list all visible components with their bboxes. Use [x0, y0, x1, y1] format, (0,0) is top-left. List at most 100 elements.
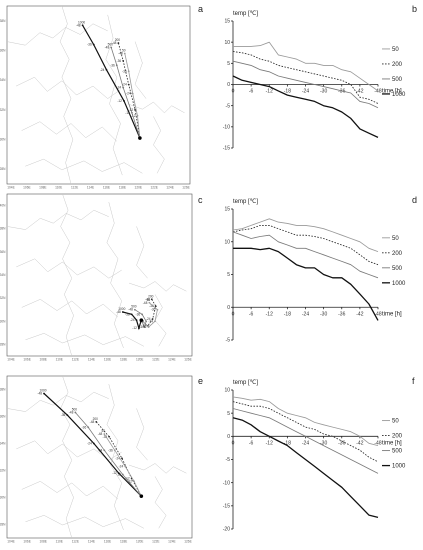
trajectory-hour-label: -48 [145, 297, 150, 301]
x-tick-label: 0 [232, 89, 235, 95]
legend-label-500: 500 [392, 449, 403, 455]
x-tick-label: -24 [302, 440, 309, 446]
lon-tick-label: 110E [56, 540, 63, 544]
trajectory-marker [121, 457, 123, 460]
province-border [6, 391, 109, 412]
y-axis-label: temp [℃] [233, 11, 258, 17]
legend-label-50: 50 [392, 47, 399, 53]
panel-letter-b: b [412, 4, 417, 14]
y-tick-label: 5 [227, 61, 230, 67]
trajectory-hour-label: -48 [112, 41, 117, 45]
trajectory-hour-label: -24 [87, 442, 92, 446]
legend-label-1000: 1000 [392, 281, 406, 287]
lon-tick-label: 104E [7, 186, 14, 190]
trajectory-marker [105, 68, 108, 71]
series-line-1000 [233, 247, 379, 321]
trajectory-hour-label: -12 [112, 471, 117, 475]
trajectory-marker [134, 108, 137, 111]
trajectory-marker [127, 83, 130, 86]
x-tick-label: -36 [338, 440, 345, 446]
trajectory-hour-label: -24 [119, 464, 124, 468]
province-border [25, 158, 143, 174]
trajectory-marker [103, 433, 106, 435]
panel-letter-d: d [412, 195, 417, 205]
lon-tick-label: 116E [103, 186, 110, 190]
map-panel-c: 40N 38N 36N 34N 32N 30N 28N 104E 106E 108E 110E 112… [0, 193, 193, 362]
series-line-50 [232, 396, 379, 447]
lon-tick-label: 108E [39, 540, 46, 544]
origin-point [139, 494, 144, 498]
lon-tick-label: 118E [120, 540, 127, 544]
y-tick-label: -10 [223, 125, 230, 131]
trajectory-hour-label: -24 [100, 68, 105, 72]
lon-tick-label: 126E [182, 186, 189, 190]
trajectory-height-label: 1000 [39, 389, 46, 393]
lon-tick-label: 126E [184, 358, 191, 362]
trajectory-marker [141, 313, 144, 316]
x-tick-label: -18 [284, 311, 291, 317]
province-border [60, 193, 74, 357]
panel-letter-c: c [198, 195, 203, 205]
y-tick-label: 10 [224, 388, 230, 394]
trajectory-marker [138, 327, 140, 330]
y-axis-label: temp [℃] [233, 380, 258, 386]
trajectory-height-label: 1000 [118, 307, 125, 311]
trajectory-marker [127, 70, 130, 73]
lon-tick-label: 124E [166, 186, 173, 190]
trajectory-hour-label: -48 [90, 420, 95, 424]
lon-tick-label: 122E [150, 186, 157, 190]
trajectory-hour-label: -36 [103, 435, 108, 439]
province-border [106, 384, 124, 530]
x-tick-label: -42 [356, 311, 363, 317]
trajectory-hour-label: -36 [122, 69, 127, 73]
province-border [21, 121, 117, 142]
trajectory-hour-label: -36 [87, 43, 92, 47]
trajectory-hour-label: -48 [76, 23, 81, 27]
trajectory-hour-label: -12 [125, 111, 130, 115]
trajectory-hour-label: -36 [136, 312, 141, 316]
trajectory-hour-label: -12 [117, 99, 122, 103]
province-border [21, 481, 119, 500]
lat-tick-label: 28N [0, 523, 6, 527]
lat-tick-label: 38N [0, 388, 6, 392]
province-border [129, 463, 187, 474]
x-tick-label: -36 [338, 89, 345, 95]
lat-tick-label: 36N [0, 49, 6, 53]
series-line-1000 [232, 417, 379, 519]
trajectory-marker [124, 465, 127, 468]
trajectory-height-label: 500 [108, 43, 114, 47]
lon-tick-label: 116E [104, 540, 111, 544]
lon-tick-label: 118E [120, 358, 127, 362]
x-tick-label: -6 [249, 311, 254, 317]
x-tick-label: -30 [320, 311, 327, 317]
trajectory-hour-label: -36 [117, 59, 122, 63]
province-border [127, 101, 185, 114]
y-tick-label: 15 [224, 207, 230, 213]
trajectory-marker [150, 298, 153, 301]
lon-tick-label: 120E [136, 358, 143, 362]
trajectory-hour-label: -36 [108, 448, 113, 452]
trajectory-hour-label: -24 [130, 318, 135, 322]
legend-label-1000: 1000 [392, 464, 406, 470]
map-frame [6, 5, 191, 185]
trajectory-marker [148, 301, 151, 304]
x-tick-label: -12 [266, 89, 273, 95]
trajectory-marker [121, 311, 124, 313]
lat-tick-label: 36N [0, 415, 6, 419]
province-border [15, 76, 121, 99]
trajectory-height-label: 1000 [78, 20, 85, 24]
trajectory-marker [81, 24, 84, 27]
trajectory-hour-label: -12 [131, 114, 136, 118]
y-tick-label: 0 [227, 434, 230, 440]
series-line-1000 [232, 75, 379, 138]
trajectory-marker [154, 305, 157, 308]
map-panel-e: 38N 36N 34N 32N 30N 28N 104E 106E 108E 110E 112E 11… [0, 375, 193, 544]
province-border [25, 515, 145, 529]
lon-tick-label: 104E [7, 358, 14, 362]
y-tick-label: -15 [223, 504, 230, 510]
trajectory-marker [133, 480, 135, 483]
series-line-200 [232, 401, 379, 463]
trajectory-hour-label: -36 [82, 425, 87, 429]
trajectory-hour-label: -36 [61, 413, 66, 417]
